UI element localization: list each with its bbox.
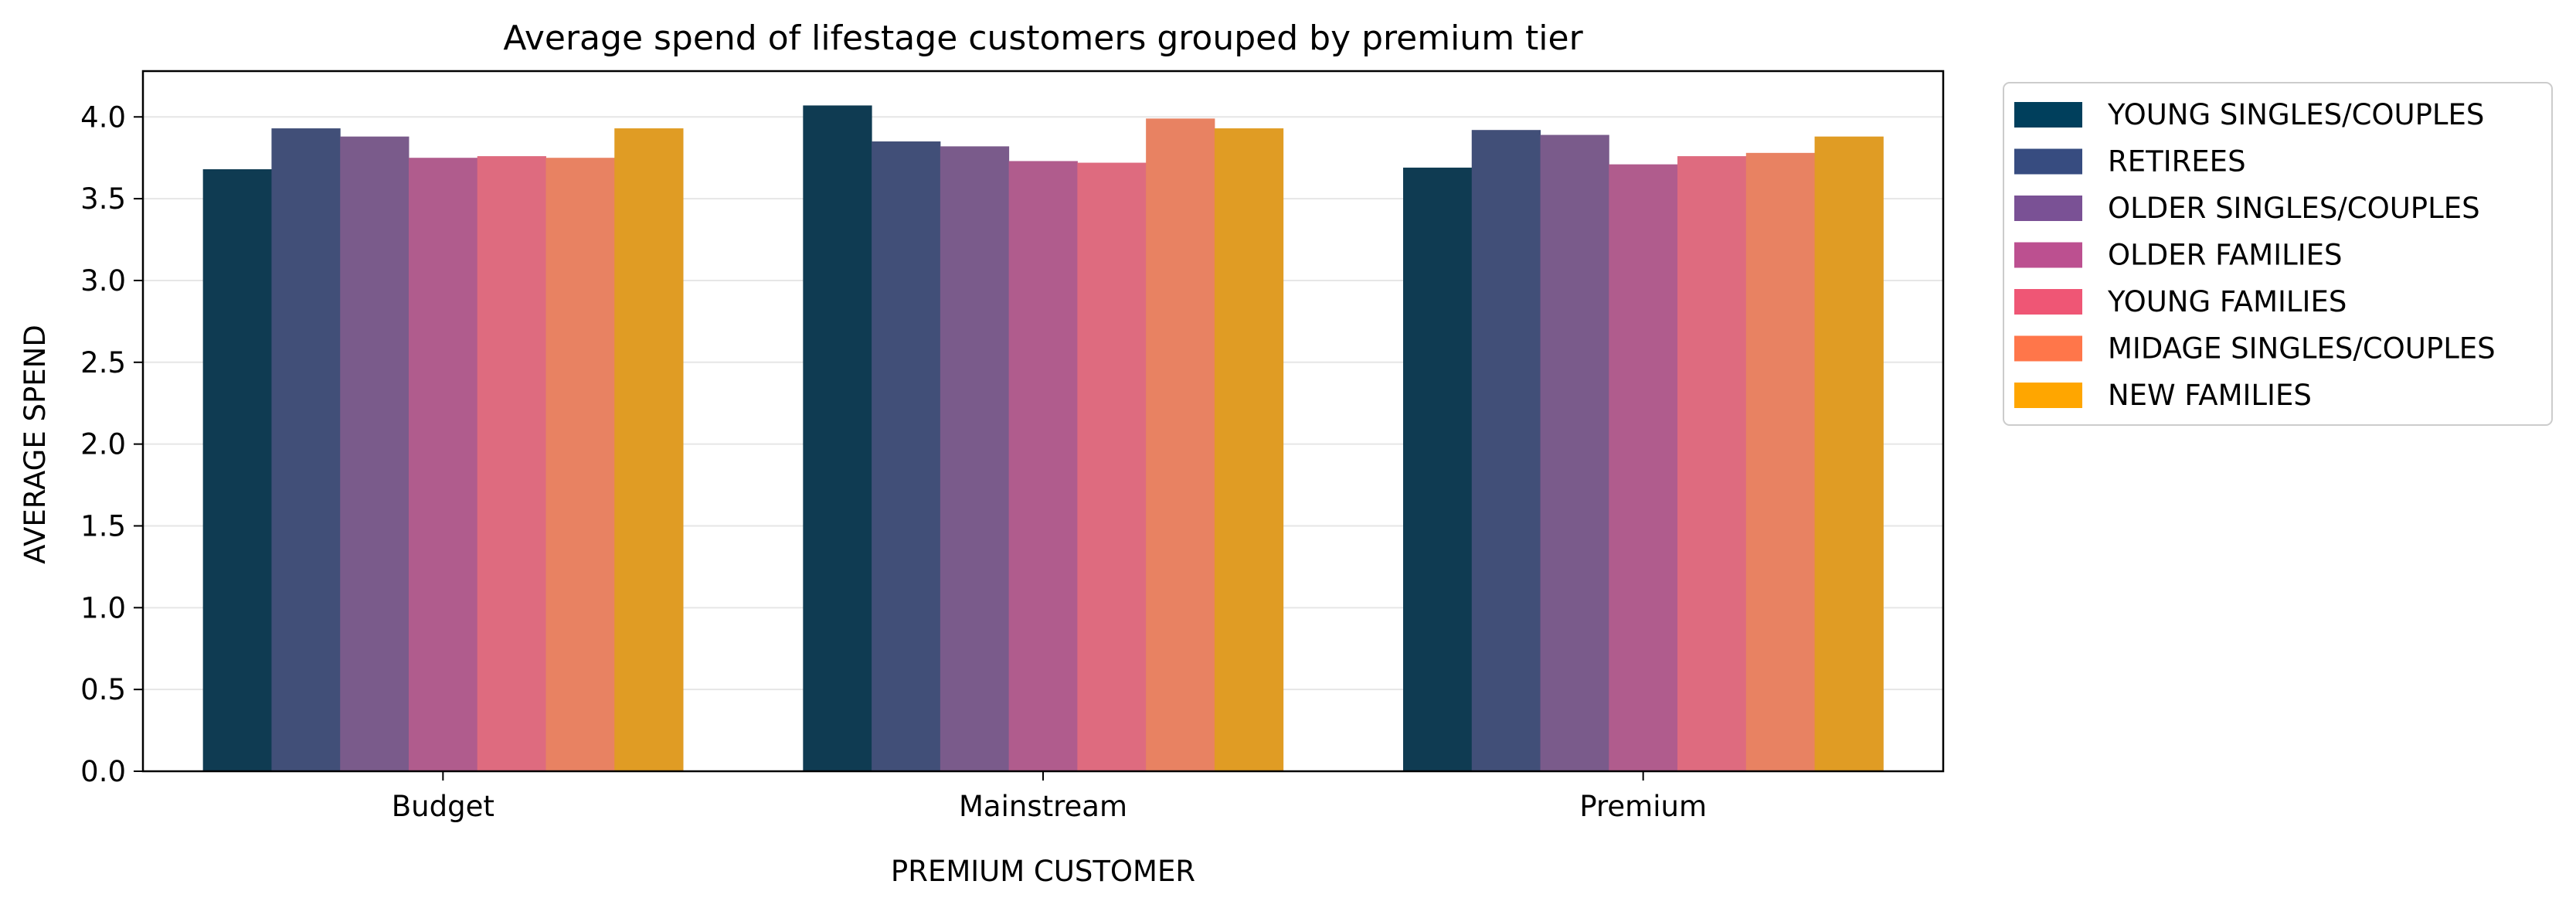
legend: YOUNG SINGLES/COUPLES RETIREES OLDER SINGL…: [2003, 82, 2553, 426]
bar: [1471, 130, 1541, 771]
plot-frame: [141, 70, 1945, 773]
axes: 0.0 0.5 1.0 1.5 2.0 2.5 3.0 3.5 4.0 Budget Mainstr…: [80, 70, 1945, 823]
legend-swatch: [2014, 289, 2082, 315]
x-tick-label: Budget: [392, 790, 494, 823]
bar: [1540, 134, 1609, 771]
bar: [271, 128, 341, 771]
bar: [1677, 156, 1747, 771]
bar: [872, 141, 941, 771]
y-tick-label: 1.0: [80, 591, 126, 624]
legend-swatch: [2014, 335, 2082, 362]
bar: [803, 105, 872, 772]
bar: [545, 158, 615, 771]
legend-label: OLDER FAMILIES: [2108, 239, 2343, 272]
bar: [1214, 128, 1284, 771]
legend-label: OLDER SINGLES/COUPLES: [2108, 192, 2480, 225]
legend-label: YOUNG FAMILIES: [2107, 285, 2347, 318]
legend-swatch: [2014, 148, 2082, 175]
bar: [1146, 118, 1215, 772]
y-tick-label: 2.0: [80, 428, 126, 461]
bar: [408, 158, 478, 771]
legend-swatch: [2014, 242, 2082, 268]
y-tick-label: 3.5: [80, 182, 126, 216]
y-tick-label: 1.5: [80, 509, 126, 543]
x-tick-label: Mainstream: [959, 790, 1127, 823]
legend-swatch: [2014, 196, 2082, 221]
x-tick-label: Premium: [1579, 790, 1707, 823]
y-tick-label: 3.0: [80, 264, 126, 298]
y-tick-label: 0.0: [80, 755, 126, 788]
bar: [340, 136, 410, 771]
bar: [1609, 164, 1678, 771]
bar: [1077, 162, 1147, 771]
chart-title: Average spend of lifestage customers gro…: [503, 19, 1583, 58]
bar: [1745, 152, 1816, 771]
y-tick-label: 2.5: [80, 346, 126, 379]
legend-label: NEW FAMILIES: [2108, 379, 2312, 412]
legend-label: RETIREES: [2108, 145, 2246, 179]
bar: [1008, 161, 1078, 771]
bar: [940, 146, 1010, 771]
y-axis-label: AVERAGE SPEND: [19, 325, 52, 564]
bar: [477, 156, 546, 771]
legend-swatch: [2014, 383, 2082, 408]
legend-box: [2003, 82, 2553, 426]
bars: [202, 105, 1884, 772]
legend-swatch: [2014, 102, 2082, 128]
bar: [614, 128, 684, 771]
bar: [1814, 136, 1884, 771]
legend-label: YOUNG SINGLES/COUPLES: [2107, 98, 2484, 131]
y-tick-label: 4.0: [80, 100, 126, 134]
x-axis-label: PREMIUM CUSTOMER: [891, 855, 1195, 888]
legend-label: MIDAGE SINGLES/COUPLES: [2108, 332, 2496, 366]
y-tick-label: 0.5: [80, 673, 126, 706]
bar: [1403, 167, 1473, 771]
bar: [202, 169, 272, 771]
